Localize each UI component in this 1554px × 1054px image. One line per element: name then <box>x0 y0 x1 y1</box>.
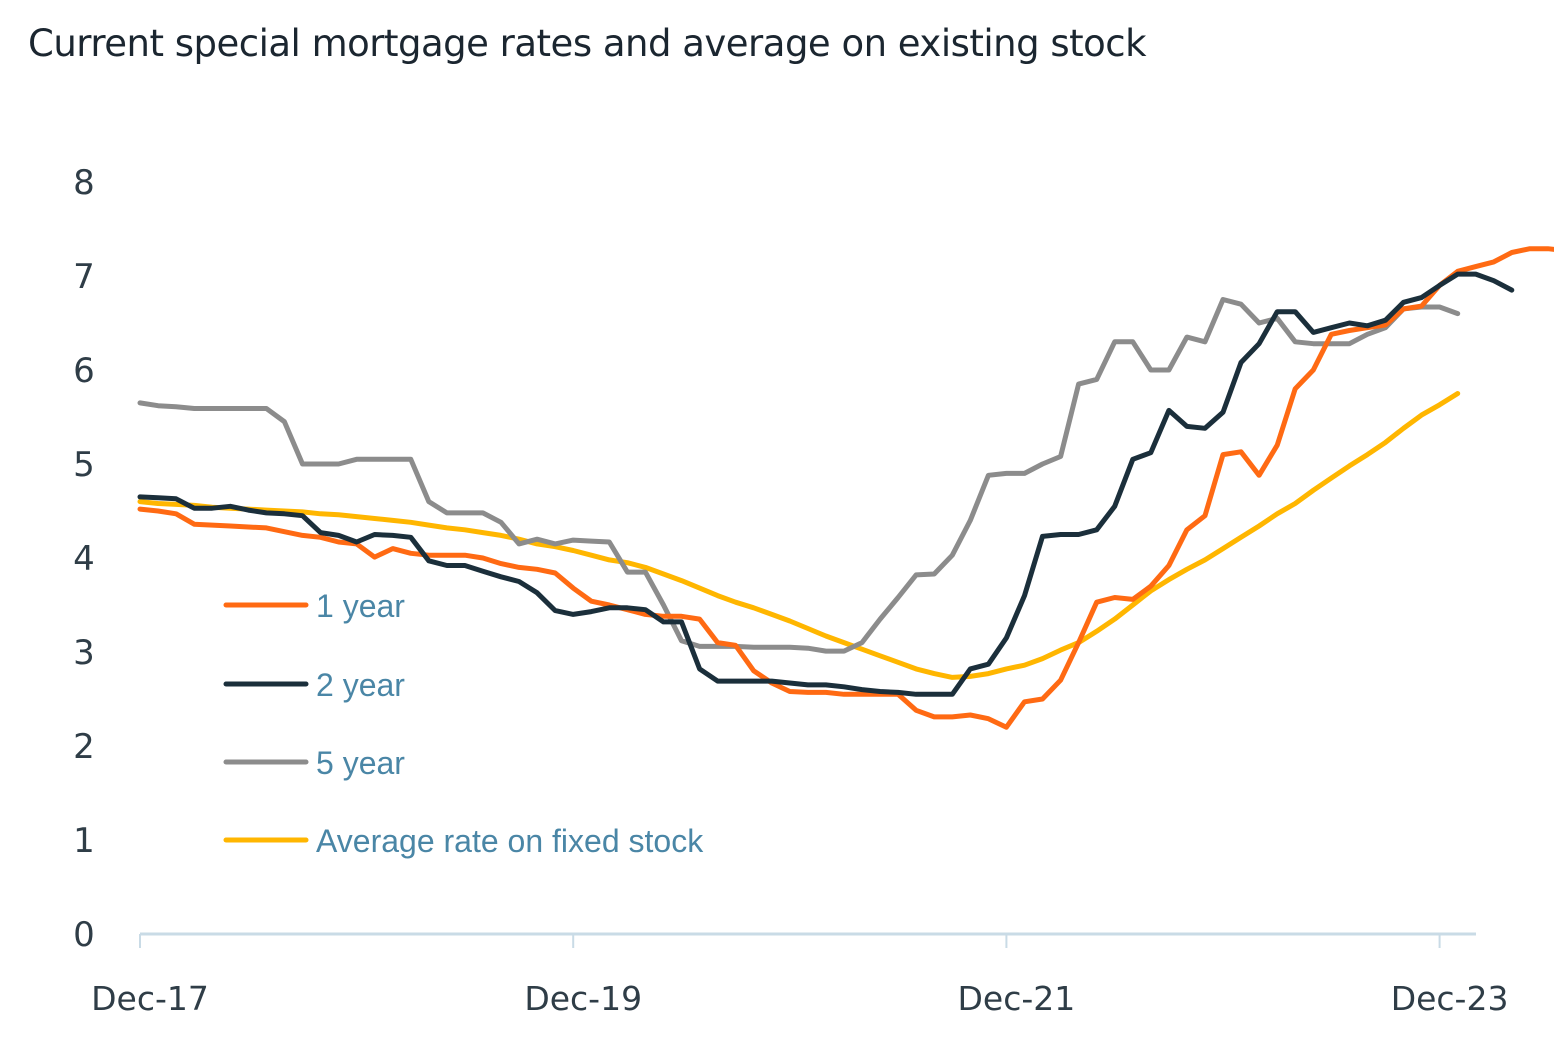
legend-item-2-year: 2 year <box>223 667 405 703</box>
y-tick-label: 4 <box>73 539 95 579</box>
x-tick-label: Dec-21 <box>958 979 1076 1018</box>
legend-label: 1 year <box>316 588 405 624</box>
y-tick-label: 8 <box>73 163 95 203</box>
y-axis: 0 1 2 3 4 5 6 7 8 <box>73 163 95 955</box>
series-lines <box>137 246 1554 730</box>
x-tick-label: Dec-17 <box>91 979 209 1018</box>
y-tick-label: 6 <box>73 351 95 391</box>
chart-title: Current special mortgage rates and avera… <box>28 22 1147 65</box>
y-tick-label: 2 <box>73 727 95 767</box>
legend-item-5-year: 5 year <box>223 745 405 781</box>
legend-label: 5 year <box>316 745 405 781</box>
x-axis: Dec-17 Dec-19 Dec-21 Dec-23 <box>91 932 1509 1018</box>
legend: 1 year 2 year 5 year Average rate on fixed … <box>223 588 704 859</box>
legend-label: Average rate on fixed stock <box>316 823 704 859</box>
series-line-1-year <box>137 246 1554 730</box>
legend-item-average-rate-on-fixed-stock: Average rate on fixed stock <box>223 823 704 859</box>
series-line-5-year <box>137 297 1461 654</box>
series-line-2-year <box>137 271 1515 697</box>
legend-item-1-year: 1 year <box>223 588 405 624</box>
x-tick-label: Dec-23 <box>1391 979 1509 1018</box>
y-tick-label: 0 <box>73 915 95 955</box>
series-line-average-rate-on-fixed-stock <box>137 391 1461 680</box>
y-tick-label: 5 <box>73 445 95 485</box>
x-tick-label: Dec-19 <box>524 979 642 1018</box>
y-tick-label: 3 <box>73 633 95 673</box>
legend-label: 2 year <box>316 667 405 703</box>
y-tick-label: 7 <box>73 257 95 297</box>
y-tick-label: 1 <box>73 821 95 861</box>
